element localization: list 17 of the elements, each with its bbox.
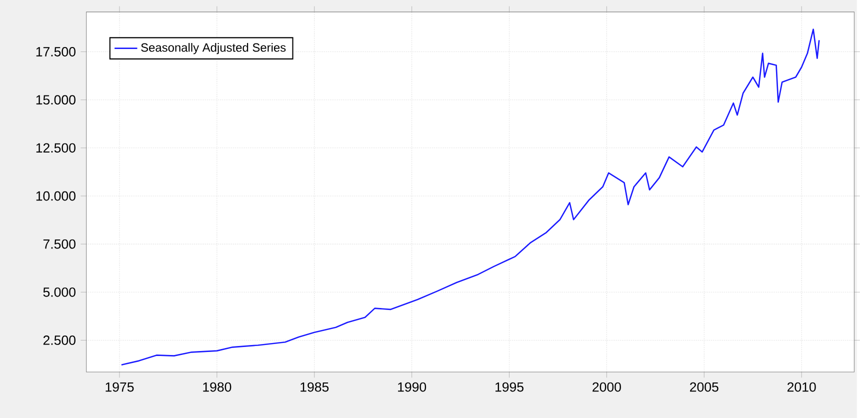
x-tick-label: 2000 [592, 382, 621, 392]
x-tick-label: 1985 [300, 382, 329, 392]
x-tick-label: 1975 [106, 382, 134, 392]
y-tick-label: 15.000 [36, 94, 76, 104]
y-tick-label: 10.000 [36, 191, 76, 200]
y-tick-label: 17.500 [36, 46, 76, 56]
x-tick-label: 2010 [787, 382, 816, 392]
line-series [120, 28, 820, 366]
x-tick-label: 1995 [496, 382, 524, 392]
legend-label: Seasonally Adjusted Series [141, 42, 286, 54]
x-tick-label: 2005 [690, 382, 718, 392]
y-tick-label: 12.500 [36, 142, 76, 152]
y-tick-label: 2.500 [43, 335, 76, 345]
x-tick-label: 1990 [398, 382, 426, 392]
y-tick-label: 5.000 [43, 287, 76, 297]
y-tick-label: 7.500 [43, 239, 76, 249]
x-tick-label: 1980 [203, 382, 232, 392]
